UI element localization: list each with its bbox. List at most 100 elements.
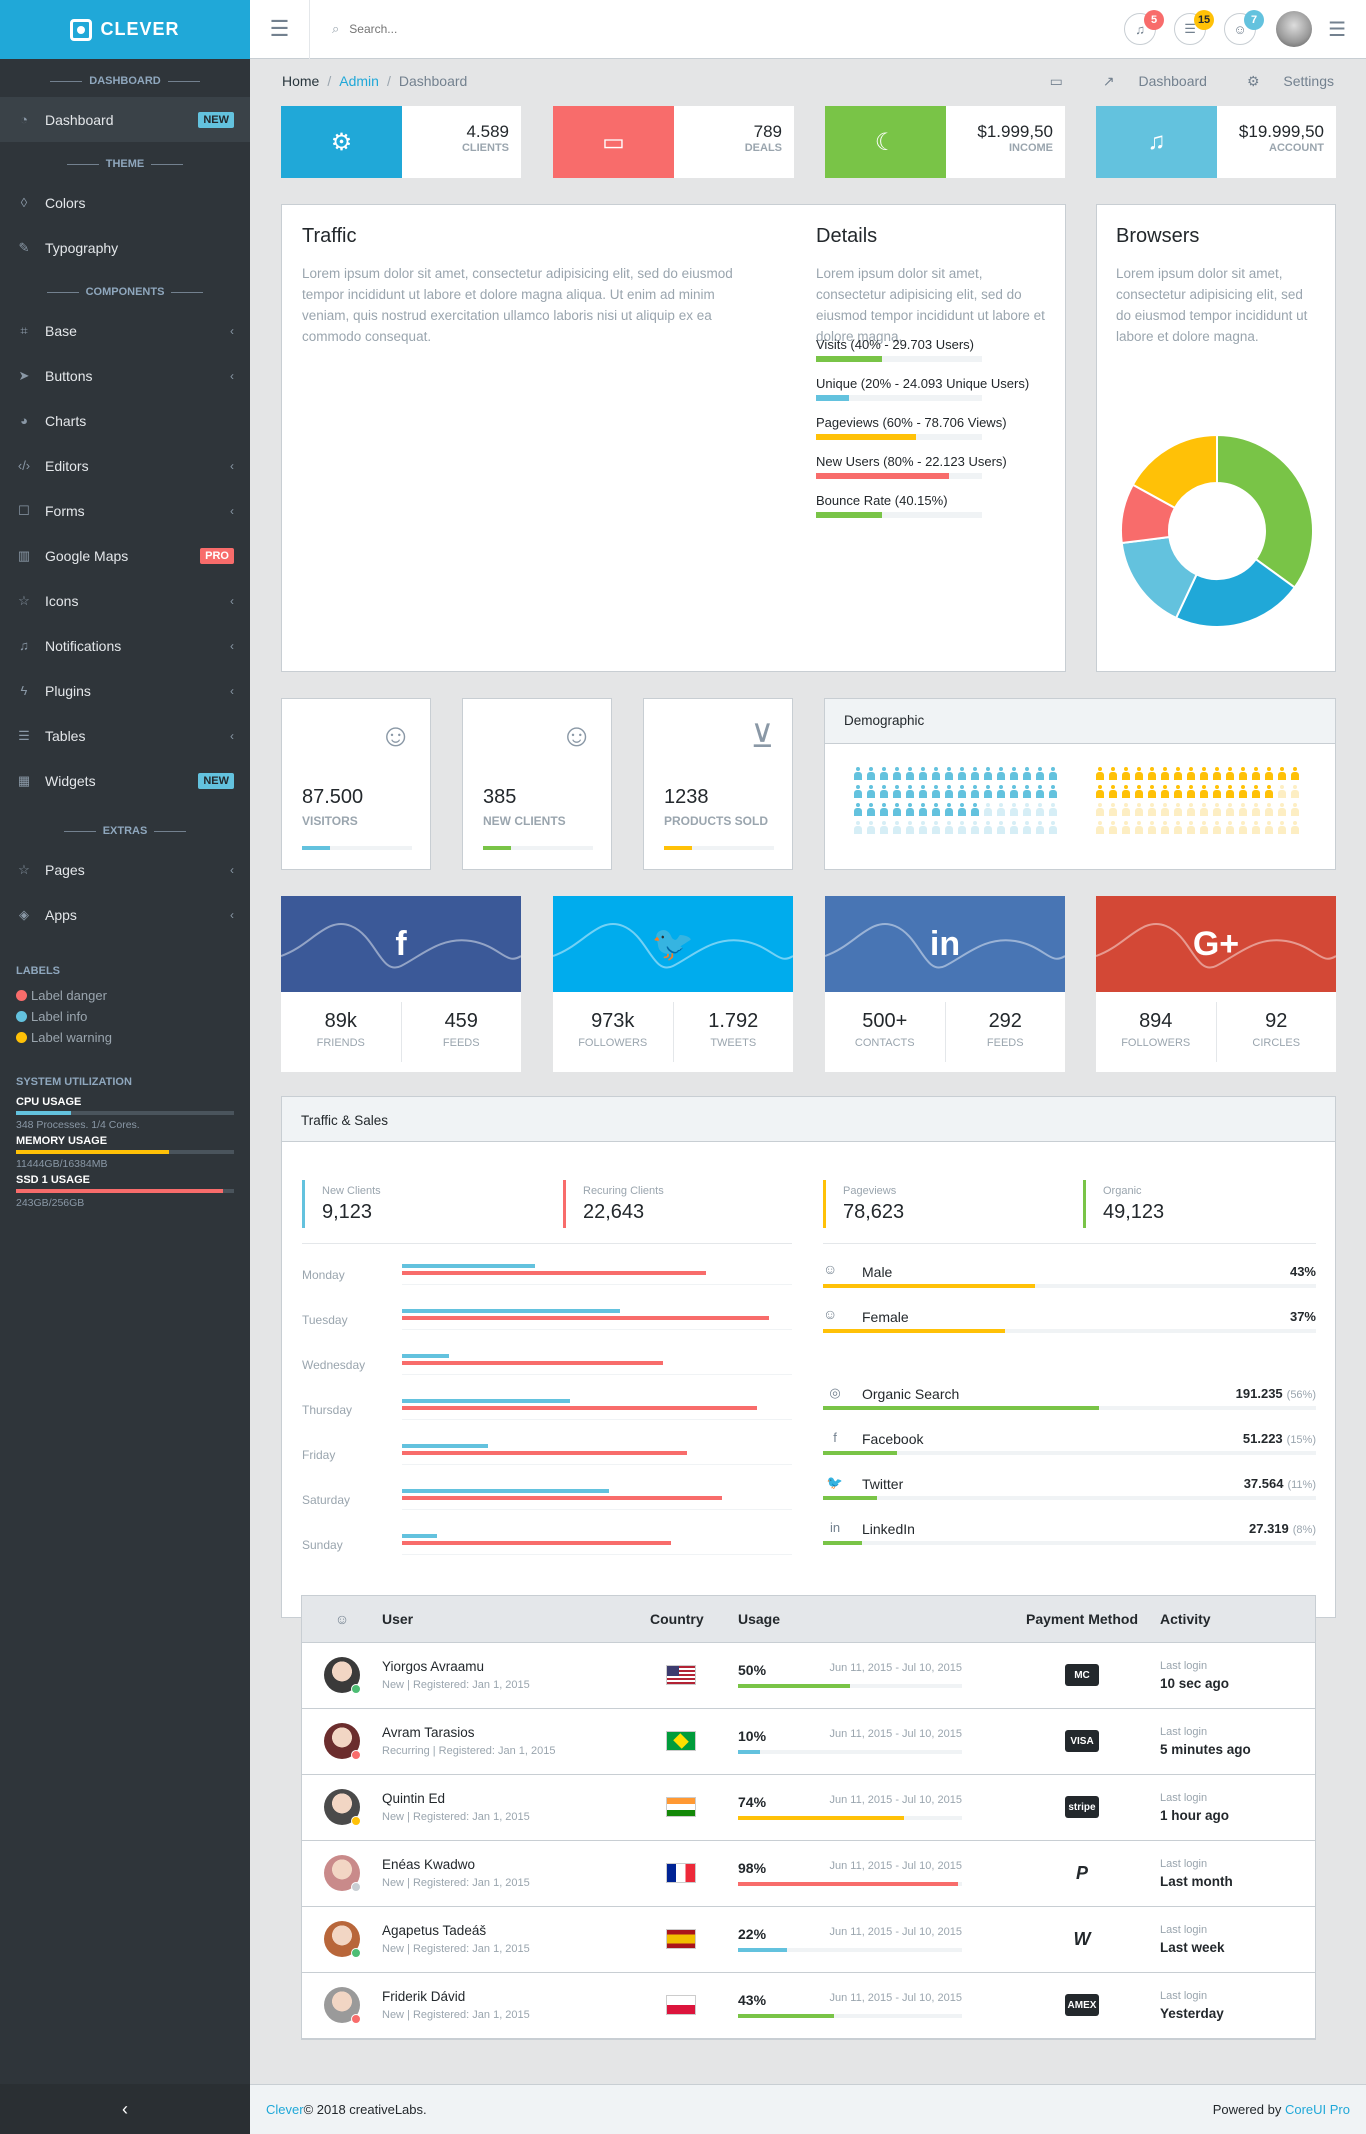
avatar[interactable] bbox=[324, 1657, 361, 1694]
person-icon bbox=[918, 767, 928, 781]
user-icon: ☺ bbox=[379, 717, 412, 753]
tasks-button[interactable]: ☰ 15 bbox=[1174, 10, 1215, 45]
table-row[interactable]: Agapetus Tadeáš New | Registered: Jan 1, … bbox=[302, 1906, 1315, 1973]
person-icon bbox=[996, 785, 1006, 799]
sidebar-item-pages[interactable]: ☆ Pages ‹ bbox=[0, 847, 250, 892]
calculator-icon: ▦ bbox=[17, 772, 31, 788]
sidebar-item-buttons[interactable]: ➤ Buttons ‹ bbox=[0, 353, 250, 398]
donut-slice[interactable] bbox=[1216, 433, 1314, 589]
sidebar-item-plugins[interactable]: ϟ Plugins ‹ bbox=[0, 668, 250, 713]
sidebar-item-colors[interactable]: ◊ Colors bbox=[0, 180, 250, 225]
drop-icon: ◊ bbox=[20, 195, 28, 210]
products-sold-card: ⊻ 1238 PRODUCTS SOLD bbox=[643, 698, 793, 870]
user-sub: New | Registered: Jan 1, 2015 bbox=[382, 2009, 530, 2021]
sidebar-item-google-maps[interactable]: ▥ Google Maps PRO bbox=[0, 533, 250, 578]
util-progress bbox=[16, 1189, 234, 1193]
browsers-donut-chart bbox=[1120, 433, 1314, 628]
breadcrumb-admin[interactable]: Admin bbox=[339, 73, 379, 89]
sidebar-item-typography[interactable]: ✎ Typography bbox=[0, 225, 250, 270]
label-item[interactable]: Label danger bbox=[0, 985, 250, 1006]
usage-header: 98% Jun 11, 2015 - Jul 10, 2015 bbox=[738, 1860, 962, 1876]
source-bar bbox=[823, 1406, 1100, 1410]
chevron-left-icon: ‹ bbox=[230, 593, 234, 608]
sidebar-item-forms[interactable]: ☐ Forms ‹ bbox=[0, 488, 250, 533]
layers-icon: ◈ bbox=[19, 906, 29, 922]
sidebar-toggle[interactable]: ☰ bbox=[250, 0, 310, 59]
sidebar-item-charts[interactable]: ◕ Charts bbox=[0, 398, 250, 443]
mini-progress-fill bbox=[483, 846, 511, 850]
sidebar-item-notifications[interactable]: ♫ Notifications ‹ bbox=[0, 623, 250, 668]
flag-icon bbox=[666, 1797, 696, 1817]
person-icon bbox=[879, 803, 889, 817]
users-button[interactable]: ☺ 7 bbox=[1224, 10, 1265, 45]
notifications-button[interactable]: ♫ 5 bbox=[1124, 10, 1165, 45]
donut-slice[interactable] bbox=[1131, 433, 1218, 510]
avatar[interactable] bbox=[324, 1987, 361, 2024]
person-icon bbox=[1048, 803, 1058, 817]
sidebar-minimizer[interactable]: ‹ bbox=[0, 2084, 250, 2134]
country-cell bbox=[650, 1708, 738, 1775]
stat-value: 4.589 bbox=[466, 122, 509, 141]
chevron-left-icon: ‹ bbox=[122, 2098, 128, 2119]
label-item[interactable]: Label warning bbox=[0, 1027, 250, 1048]
payment-method-icon: W bbox=[1073, 1928, 1091, 1949]
person-icon bbox=[1095, 785, 1105, 799]
breadcrumb-settings-link[interactable]: ⚙ Settings bbox=[1227, 73, 1334, 90]
sidebar-item-widgets[interactable]: ▦ Widgets NEW bbox=[0, 758, 250, 803]
usage-date-range: Jun 11, 2015 - Jul 10, 2015 bbox=[829, 1860, 962, 1872]
puzzle-icon: ⌗ bbox=[20, 322, 28, 338]
avatar[interactable] bbox=[324, 1921, 361, 1958]
details-progress bbox=[816, 512, 982, 518]
sidebar-item-editors[interactable]: ‹/› Editors ‹ bbox=[0, 443, 250, 488]
social-stat-value: 89k bbox=[324, 1010, 357, 1032]
brand-logo[interactable]: CLEVER bbox=[0, 0, 250, 59]
table-row[interactable]: Enéas Kwadwo New | Registered: Jan 1, 201… bbox=[302, 1840, 1315, 1907]
nav-title-extras: EXTRAS bbox=[0, 803, 250, 847]
label-item[interactable]: Label info bbox=[0, 1006, 250, 1027]
chevron-left-icon: ‹ bbox=[230, 907, 234, 922]
sidebar-item-label: Tables bbox=[45, 727, 86, 744]
person-icon bbox=[944, 767, 954, 781]
footer-coreui-link[interactable]: CoreUI Pro bbox=[1284, 2102, 1350, 2117]
person-icon bbox=[866, 767, 876, 781]
sidebar-item-tables[interactable]: ☰ Tables ‹ bbox=[0, 713, 250, 758]
usage-percent: 74% bbox=[738, 1794, 767, 1810]
demographic-title: Demographic bbox=[825, 699, 1335, 744]
social-stat-value: 459 bbox=[444, 1010, 478, 1032]
person-icon bbox=[944, 821, 954, 835]
aside-toggle[interactable]: ☰ bbox=[1328, 17, 1346, 42]
breadcrumb: Home / Admin / Dashboard bbox=[282, 73, 468, 89]
table-row[interactable]: Avram Tarasios Recurring | Registered: Ja… bbox=[302, 1708, 1315, 1775]
usage-progress-fill bbox=[738, 1816, 904, 1820]
table-row[interactable]: Quintin Ed New | Registered: Jan 1, 2015 7… bbox=[302, 1774, 1315, 1841]
table-row[interactable]: Friderik Dávid New | Registered: Jan 1, 2… bbox=[302, 1972, 1315, 2039]
speech-icon[interactable]: ▭ bbox=[1049, 72, 1063, 89]
new-badge: NEW bbox=[198, 111, 234, 128]
person-icon bbox=[1212, 803, 1222, 817]
person-icon bbox=[1134, 821, 1144, 835]
avatar[interactable] bbox=[324, 1855, 361, 1892]
globe-icon: ◎ bbox=[829, 1385, 841, 1400]
sidebar-item-base[interactable]: ⌗ Base ‹ bbox=[0, 308, 250, 353]
person-icon bbox=[853, 803, 863, 817]
footer-brand-link[interactable]: Clever bbox=[266, 2102, 304, 2117]
user-sub: New | Registered: Jan 1, 2015 bbox=[382, 1811, 530, 1823]
person-icon bbox=[1264, 803, 1274, 817]
search-input[interactable] bbox=[349, 22, 550, 36]
avatar[interactable] bbox=[324, 1723, 361, 1760]
person-icon bbox=[1264, 821, 1274, 835]
social-stat-value: 894 bbox=[1139, 1010, 1173, 1032]
donut-slice[interactable] bbox=[1174, 557, 1297, 628]
avatar[interactable] bbox=[324, 1789, 361, 1826]
breadcrumb-home[interactable]: Home bbox=[282, 73, 320, 89]
sidebar-item-icons[interactable]: ☆ Icons ‹ bbox=[0, 578, 250, 623]
stat-card-clients: ⚙ 4.589 CLIENTS bbox=[281, 106, 521, 178]
sidebar-item-dashboard[interactable]: ◔ Dashboard NEW bbox=[0, 97, 250, 142]
user-avatar[interactable] bbox=[1276, 11, 1313, 47]
table-row[interactable]: Yiorgos Avraamu New | Registered: Jan 1, … bbox=[302, 1642, 1315, 1709]
user-name: Avram Tarasios bbox=[382, 1725, 475, 1740]
person-icon bbox=[853, 767, 863, 781]
sidebar-item-apps[interactable]: ◈ Apps ‹ bbox=[0, 892, 250, 937]
breadcrumb-dashboard-link[interactable]: ↗ Dashboard bbox=[1083, 73, 1207, 90]
usage-progress-fill bbox=[738, 2014, 835, 2018]
